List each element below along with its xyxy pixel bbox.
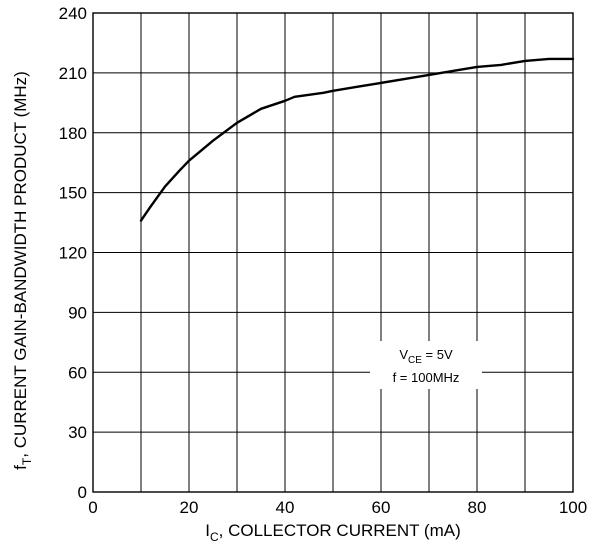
annotation-line-1: VCE = 5V: [399, 347, 453, 366]
x-tick-label: 100: [559, 498, 587, 517]
annotation-background: [370, 341, 482, 389]
y-tick-label: 0: [78, 483, 87, 502]
x-tick-label: 80: [468, 498, 487, 517]
series-line-ft: [139, 57, 575, 222]
y-tick-label: 90: [68, 303, 87, 322]
grid: [93, 13, 573, 492]
x-tick-label: 40: [276, 498, 295, 517]
x-tick-labels: 0 20 40 60 80 100: [88, 498, 587, 517]
annotation-vce-rest: = 5V: [422, 347, 453, 362]
x-tick-label: 60: [372, 498, 391, 517]
x-axis-title-rest: , COLLECTOR CURRENT (mA): [219, 521, 461, 540]
x-axis-title-sub: C: [210, 530, 219, 544]
y-tick-label: 150: [59, 184, 87, 203]
y-tick-label: 60: [68, 363, 87, 382]
x-tick-label: 0: [88, 498, 97, 517]
y-axis-title: fT, CURRENT GAIN-BANDWIDTH PRODUCT (MHz): [11, 71, 34, 470]
annotation-vce-main: V: [399, 347, 408, 362]
y-tick-label: 210: [59, 64, 87, 83]
x-axis-title: IC, COLLECTOR CURRENT (mA): [205, 521, 461, 544]
annotation-vce-sub: CE: [408, 355, 422, 366]
annotation-line-2: f = 100MHz: [393, 370, 460, 385]
y-tick-label: 180: [59, 124, 87, 143]
x-tick-label: 20: [180, 498, 199, 517]
y-axis-title-rest: , CURRENT GAIN-BANDWIDTH PRODUCT (MHz): [11, 71, 30, 458]
x-axis-title-main: I: [205, 521, 210, 540]
y-axis-title-main: f: [11, 465, 30, 470]
y-tick-labels: 0 30 60 90 120 150 180 210 240: [59, 4, 87, 502]
y-tick-label: 240: [59, 4, 87, 23]
y-tick-label: 120: [59, 244, 87, 263]
annotation: VCE = 5V f = 100MHz: [370, 341, 482, 389]
y-tick-label: 30: [68, 423, 87, 442]
plot-frame: [92, 12, 574, 493]
y-axis-title-sub: T: [20, 457, 34, 465]
series-layer: [139, 57, 575, 222]
